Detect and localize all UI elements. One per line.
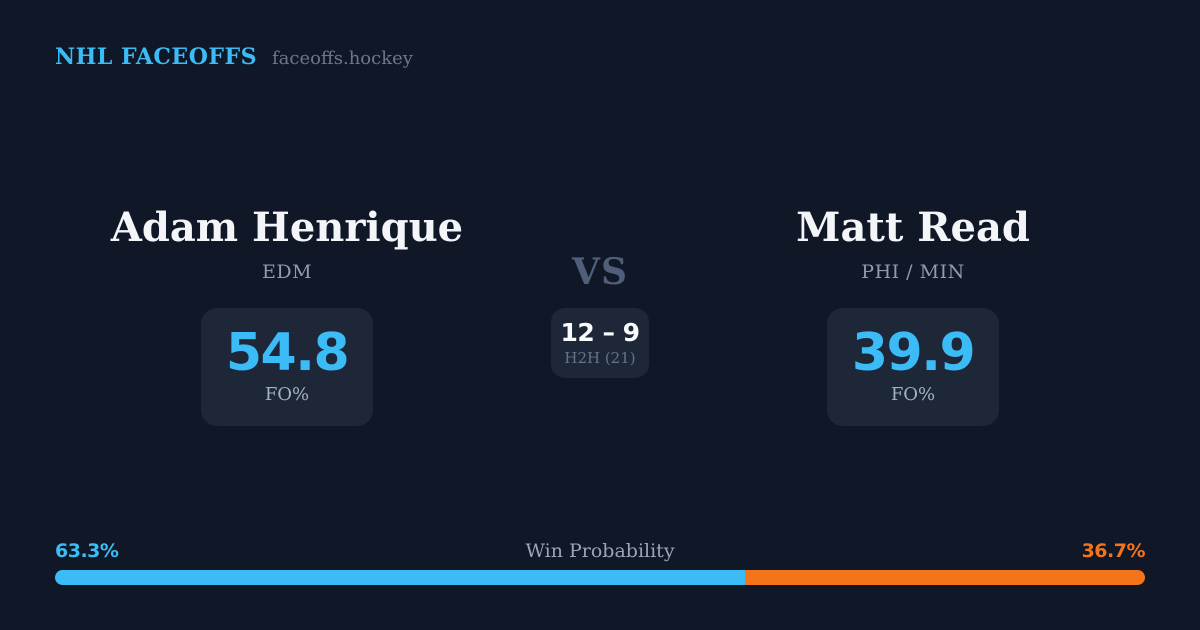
h2h-score: 12 – 9 <box>560 318 640 347</box>
right-win-pct: 36.7% <box>1081 540 1146 562</box>
header: NHL FACEOFFS faceoffs.hockey <box>55 44 413 70</box>
player-right-column: Matt Read PHI / MIN 39.9 FO% <box>713 205 1113 426</box>
versus-column: VS 12 – 9 H2H (21) <box>500 250 700 378</box>
left-win-pct: 63.3% <box>55 540 119 562</box>
player-right-stat-card: 39.9 FO% <box>827 308 999 426</box>
matchup-section: Adam Henrique EDM 54.8 FO% VS 12 – 9 H2H… <box>0 205 1200 435</box>
win-probability-bar-left-segment <box>55 570 745 585</box>
win-probability-title: Win Probability <box>525 540 675 562</box>
player-right-stat-label: FO% <box>890 384 936 405</box>
player-right-stat-value: 39.9 <box>851 323 976 383</box>
player-left-stat-value: 54.8 <box>225 323 350 383</box>
vs-label: VS <box>572 251 628 293</box>
win-probability-labels: 63.3% Win Probability 36.7% <box>55 540 1146 564</box>
win-probability-section: 63.3% Win Probability 36.7% <box>55 540 1146 585</box>
player-left-stat-label: FO% <box>264 384 310 405</box>
player-left-column: Adam Henrique EDM 54.8 FO% <box>87 205 487 426</box>
player-left-stat-card: 54.8 FO% <box>201 308 373 426</box>
site-url: faceoffs.hockey <box>272 48 413 69</box>
win-probability-bar <box>55 570 1145 585</box>
player-left-team: EDM <box>261 261 313 283</box>
win-probability-bar-right-segment <box>744 570 1145 585</box>
h2h-card: 12 – 9 H2H (21) <box>551 308 649 378</box>
player-right-name: Matt Read <box>796 204 1030 251</box>
player-right-team: PHI / MIN <box>861 261 965 283</box>
player-left-name: Adam Henrique <box>110 204 464 251</box>
brand-title: NHL FACEOFFS <box>55 44 257 70</box>
h2h-label: H2H (21) <box>564 349 636 367</box>
